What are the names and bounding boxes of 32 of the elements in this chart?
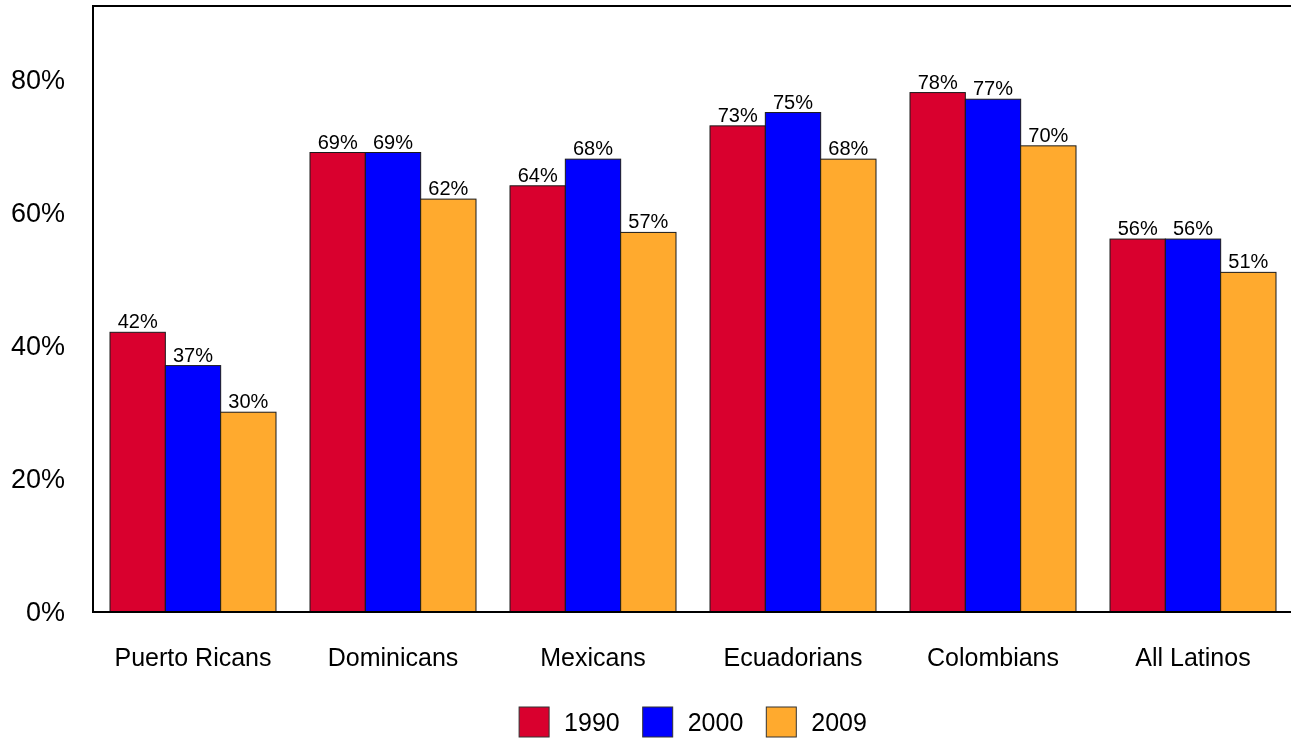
data-label: 69% — [317, 130, 358, 153]
data-label: 56% — [1117, 217, 1158, 240]
data-label: 70% — [1028, 123, 1069, 146]
data-label: 30% — [228, 390, 269, 413]
data-label: 68% — [572, 137, 614, 160]
data-label: 68% — [828, 137, 869, 160]
x-tick-label: Colombians — [926, 642, 1060, 671]
data-label: 73% — [717, 103, 758, 126]
y-tick-label: 20% — [10, 464, 65, 495]
data-label: 56% — [1172, 217, 1214, 240]
x-tick-label: Ecuadorians — [723, 642, 863, 671]
data-label: 69% — [372, 130, 414, 153]
data-label: 78% — [917, 70, 958, 93]
y-tick-label: 40% — [10, 331, 65, 362]
x-tick-label: Puerto Ricans — [114, 642, 272, 671]
data-label: 51% — [1228, 250, 1269, 273]
legend-label: 2000 — [687, 707, 744, 736]
x-tick-label: All Latinos — [1135, 642, 1251, 671]
data-label: 75% — [772, 90, 814, 113]
data-label: 64% — [517, 163, 558, 186]
legend-label: 1990 — [564, 707, 620, 736]
y-tick-label: 60% — [10, 197, 65, 228]
data-label: 37% — [172, 343, 214, 366]
y-tick-label: 80% — [10, 64, 65, 95]
data-label: 42% — [117, 310, 158, 333]
data-label: 62% — [428, 177, 469, 200]
legend-label: 2009 — [811, 707, 867, 736]
x-tick-label: Dominicans — [327, 642, 459, 671]
x-tick-label: Mexicans — [540, 642, 646, 671]
data-label: 57% — [628, 210, 669, 233]
y-tick-label: 0% — [25, 597, 65, 628]
data-label: 77% — [972, 77, 1014, 100]
